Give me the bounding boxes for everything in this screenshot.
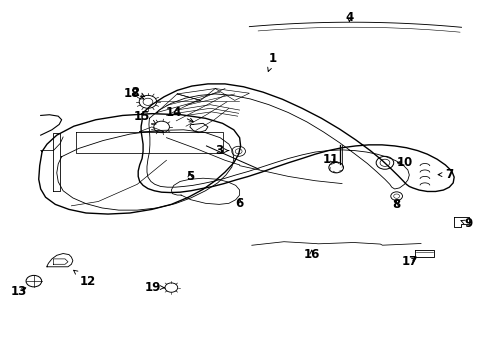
Text: 15: 15 — [134, 110, 156, 124]
Text: 17: 17 — [401, 255, 418, 268]
Text: 13: 13 — [11, 285, 27, 298]
Text: 9: 9 — [460, 217, 472, 230]
Text: 10: 10 — [395, 156, 412, 169]
Text: 16: 16 — [303, 248, 319, 261]
Text: 11: 11 — [323, 153, 339, 166]
Text: 5: 5 — [185, 170, 194, 183]
Text: 7: 7 — [437, 168, 452, 181]
Text: 14: 14 — [165, 106, 193, 122]
Text: 1: 1 — [267, 52, 276, 72]
Text: 12: 12 — [74, 270, 96, 288]
Text: 2: 2 — [131, 86, 144, 99]
Text: 6: 6 — [235, 197, 243, 210]
Text: 3: 3 — [215, 144, 228, 157]
Text: 18: 18 — [124, 87, 143, 100]
Text: 4: 4 — [345, 12, 353, 24]
Text: 19: 19 — [144, 281, 164, 294]
Text: 8: 8 — [392, 198, 400, 211]
